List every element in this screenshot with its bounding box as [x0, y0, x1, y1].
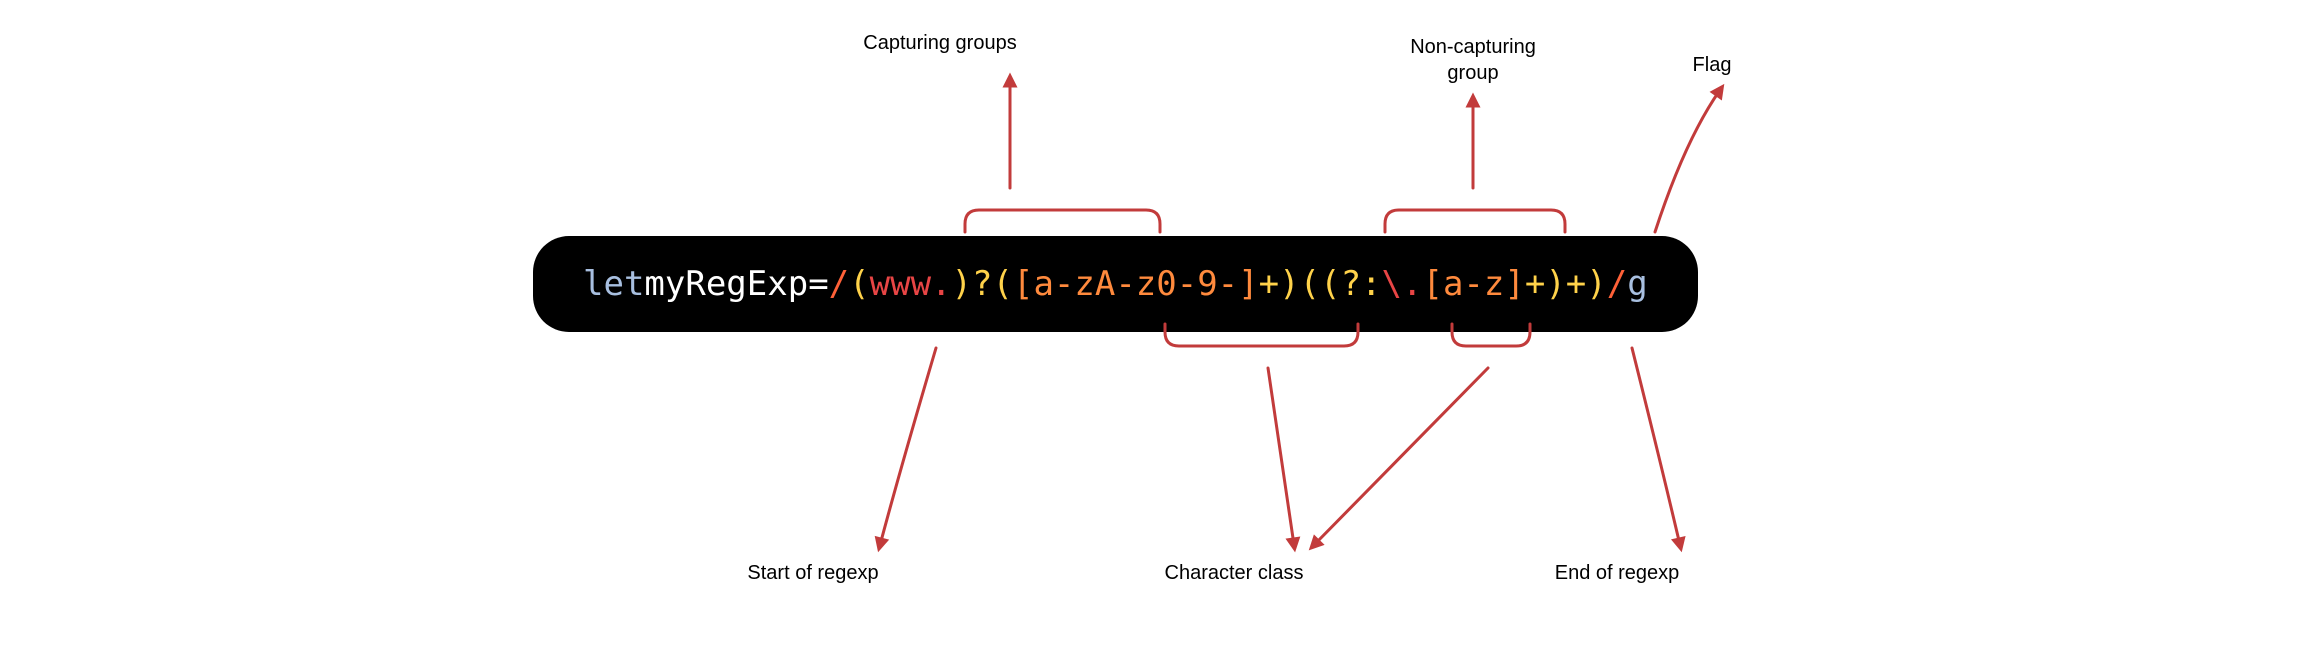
code-token-10: ? [972, 264, 992, 304]
code-token-13: + [1259, 264, 1279, 304]
code-token-11: ( [993, 264, 1013, 304]
label-start_of_regexp: Start of regexp [747, 560, 878, 586]
annotation-overlay [0, 0, 2312, 666]
code-token-19: [a-z] [1422, 264, 1524, 304]
code-token-14: ) [1279, 264, 1299, 304]
regex-code-box: let myRegExp = /(www.)?([a-zA-z0-9-]+)((… [533, 236, 1698, 332]
code-token-7: ( [849, 264, 869, 304]
code-token-4: = [808, 264, 828, 304]
code-token-9: ) [952, 264, 972, 304]
code-token-21: ) [1545, 264, 1565, 304]
label-non_capturing_group: Non-capturinggroup [1410, 34, 1536, 86]
code-token-20: + [1525, 264, 1545, 304]
code-token-18: \. [1382, 264, 1423, 304]
code-token-17: ?: [1341, 264, 1382, 304]
code-token-22: + [1566, 264, 1586, 304]
label-flag: Flag [1693, 52, 1732, 78]
code-token-0: let [583, 264, 644, 304]
code-token-2: myRegExp [644, 264, 808, 304]
code-token-15: ( [1300, 264, 1320, 304]
label-character_class: Character class [1165, 560, 1304, 586]
code-token-16: ( [1320, 264, 1340, 304]
code-token-25: g [1627, 264, 1647, 304]
code-token-8: www. [870, 264, 952, 304]
label-capturing_groups: Capturing groups [863, 30, 1016, 56]
code-token-24: / [1607, 264, 1627, 304]
code-token-12: [a-zA-z0-9-] [1013, 264, 1259, 304]
code-token-6: / [829, 264, 849, 304]
label-end_of_regexp: End of regexp [1555, 560, 1680, 586]
code-token-23: ) [1586, 264, 1606, 304]
